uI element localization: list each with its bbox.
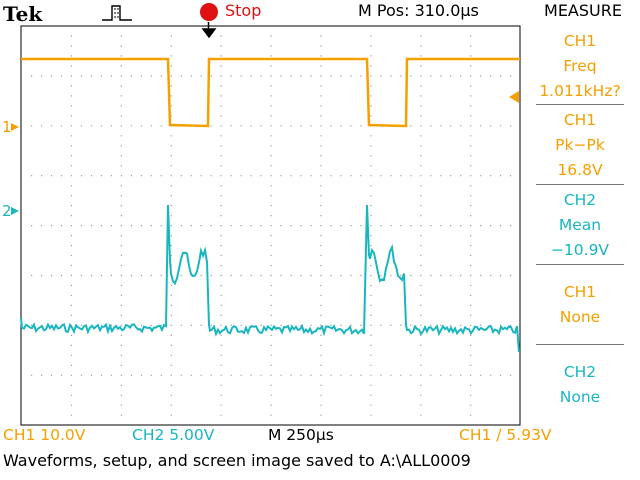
measurement-4[interactable]: CH1 None: [522, 280, 638, 330]
measurement-2-channel: CH1: [563, 111, 597, 129]
measure-title: MEASURE: [544, 1, 622, 20]
graticule-border: [20, 25, 521, 426]
ch1-ground-marker: 1: [2, 118, 12, 136]
measurement-divider: [536, 344, 624, 345]
measurement-2-value: 16.8V: [557, 161, 603, 179]
ch1-ground-arrow-icon: [11, 123, 19, 131]
save-message: Waveforms, setup, and screen image saved…: [3, 451, 471, 470]
ch1-waveform: [21, 57, 520, 128]
measurement-3-label: Mean: [558, 216, 602, 234]
measurement-3-value: −10.9V: [550, 241, 610, 259]
measurement-4-label: None: [559, 308, 601, 326]
ch1-scale: CH1 10.0V: [3, 426, 86, 444]
ch2-ground-marker: 2: [2, 202, 12, 220]
measurement-3-channel: CH2: [563, 191, 597, 209]
trigger-readout: CH1 ∕ 5.93V: [459, 426, 552, 444]
measurement-1[interactable]: CH1 Freq 1.011kHz?: [522, 29, 638, 104]
measurement-divider: [536, 264, 624, 265]
measurement-5[interactable]: CH2 None: [522, 360, 638, 410]
measurement-1-value: 1.011kHz?: [539, 82, 621, 100]
measurement-2-label: Pk−Pk: [555, 136, 605, 154]
trigger-pulse-icon: [102, 5, 132, 21]
ch2-scale: CH2 5.00V: [132, 426, 215, 444]
horizontal-position: M Pos: 310.0µs: [358, 1, 479, 20]
ch2-ground-arrow-icon: [11, 207, 19, 215]
run-state-dot-icon: [200, 3, 218, 21]
measurement-5-channel: CH2: [563, 363, 597, 381]
brand-logo: Tek: [3, 2, 43, 26]
measurement-1-channel: CH1: [563, 32, 597, 50]
timebase: M 250µs: [268, 426, 334, 444]
graticule-dots: [31, 35, 512, 416]
measurement-divider: [536, 184, 624, 185]
trigger-position-arrow-icon: [201, 22, 217, 39]
measurement-4-channel: CH1: [563, 283, 597, 301]
ch2-waveform: [20, 204, 520, 353]
run-state-label: Stop: [225, 1, 262, 20]
measurement-divider: [536, 104, 624, 105]
measurement-3[interactable]: CH2 Mean −10.9V: [522, 188, 638, 263]
trigger-level-arrow-icon: [509, 91, 519, 103]
measurement-2[interactable]: CH1 Pk−Pk 16.8V: [522, 108, 638, 183]
measurement-5-label: None: [559, 388, 601, 406]
measurement-1-label: Freq: [563, 57, 597, 75]
